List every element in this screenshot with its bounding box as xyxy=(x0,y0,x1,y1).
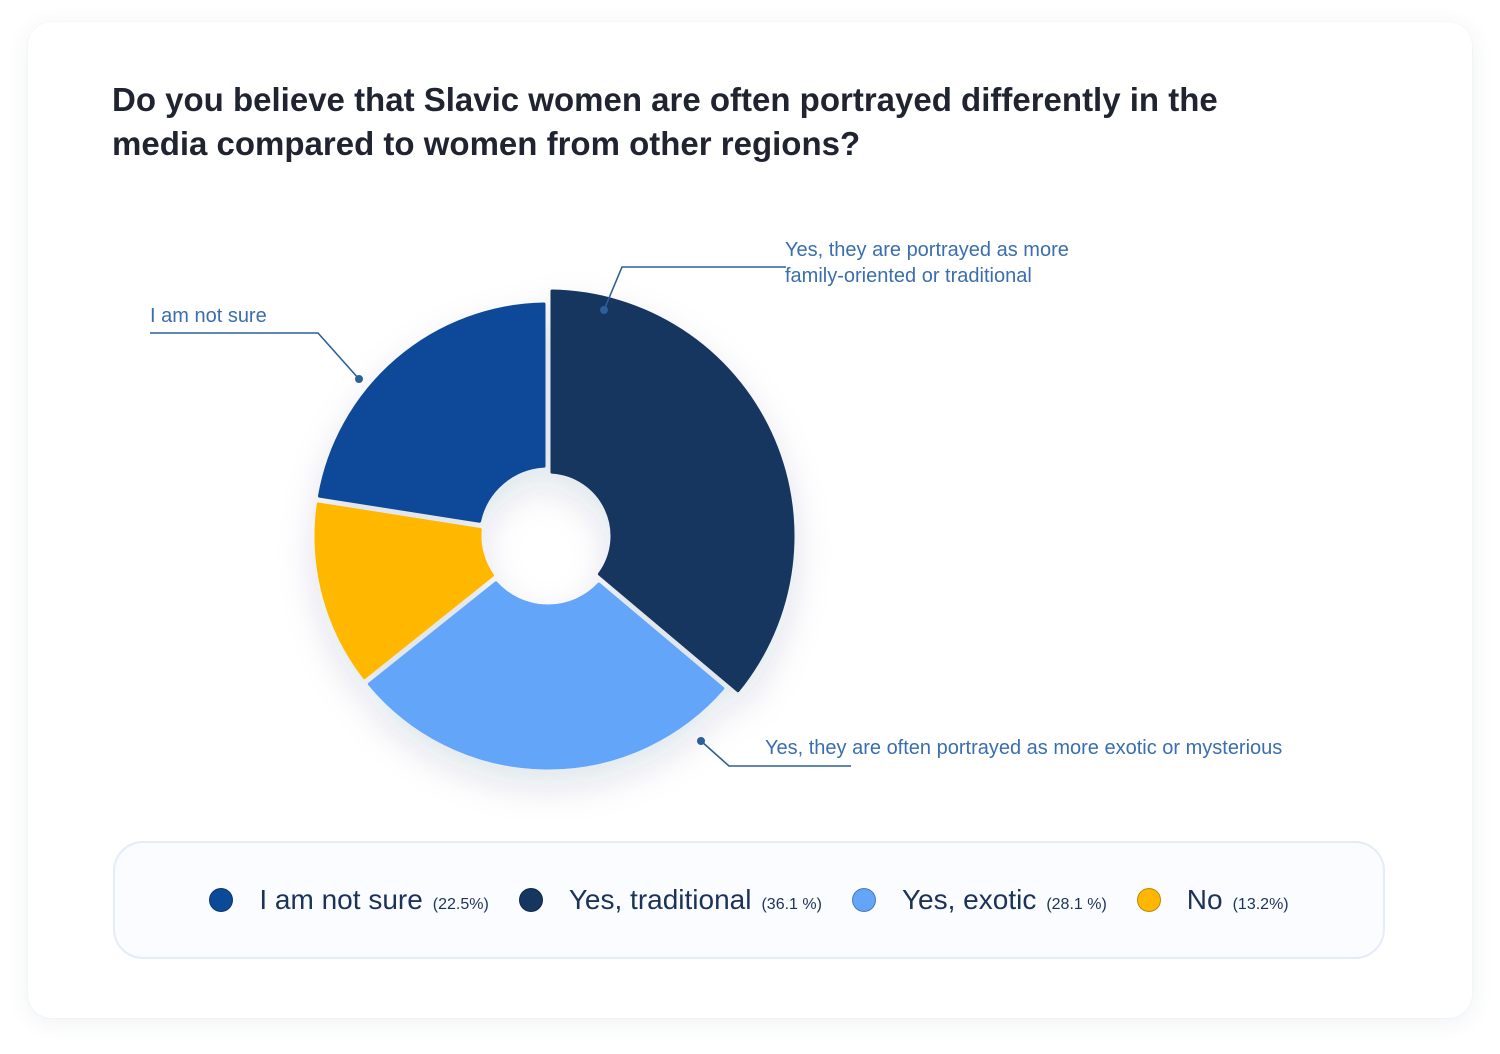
legend-label-exotic: Yes, exotic xyxy=(901,884,1037,915)
legend-item-no: No (13.2%) xyxy=(1136,884,1289,916)
legend-dot-exotic xyxy=(851,888,876,912)
donut-slice-traditional xyxy=(550,289,795,693)
chart-title: Do you believe that Slavic women are oft… xyxy=(112,78,1402,166)
legend-percent-no: (13.2%) xyxy=(1232,896,1289,913)
callout-dot-exotic xyxy=(697,737,705,745)
legend-dot-traditional xyxy=(518,888,543,912)
legend-percent-exotic: (28.1 %) xyxy=(1046,896,1107,913)
callout-line-not-sure xyxy=(150,332,360,380)
callout-dot-not-sure xyxy=(355,375,363,383)
donut-slice-not-sure xyxy=(317,302,546,523)
callout-label-traditional-line-1: Yes, they are portrayed as more xyxy=(785,239,1069,261)
callout-dot-traditional xyxy=(600,306,608,314)
legend-dot-not-sure xyxy=(209,888,234,912)
legend-percent-not-sure: (22.5%) xyxy=(432,896,489,913)
legend-label-not-sure: I am not sure xyxy=(259,884,423,915)
callout-line-exotic xyxy=(700,740,851,767)
legend-percent-traditional: (36.1 %) xyxy=(761,896,822,913)
legend-item-traditional: Yes, traditional (36.1 %) xyxy=(518,884,822,916)
chart-title-line-2: media compared to women from other regio… xyxy=(112,125,861,162)
legend-label-no: No xyxy=(1186,884,1223,915)
callout-line-traditional xyxy=(603,266,786,311)
legend-item-not-sure: I am not sure (22.5%) xyxy=(209,884,489,916)
chart-title-line-1: Do you believe that Slavic women are oft… xyxy=(112,81,1218,118)
legend-item-exotic: Yes, exotic (28.1 %) xyxy=(851,884,1107,916)
callout-label-not-sure: I am not sure xyxy=(150,305,267,327)
callout-label-traditional-line-2: family-oriented or traditional xyxy=(785,265,1032,287)
donut-slice-no xyxy=(314,502,494,680)
legend: I am not sure (22.5%) Yes, traditional (… xyxy=(113,841,1385,959)
legend-label-traditional: Yes, traditional xyxy=(568,884,752,915)
legend-dot-no xyxy=(1136,888,1161,912)
callout-label-exotic: Yes, they are often portrayed as more ex… xyxy=(765,737,1282,759)
donut-slice-exotic xyxy=(367,581,725,770)
